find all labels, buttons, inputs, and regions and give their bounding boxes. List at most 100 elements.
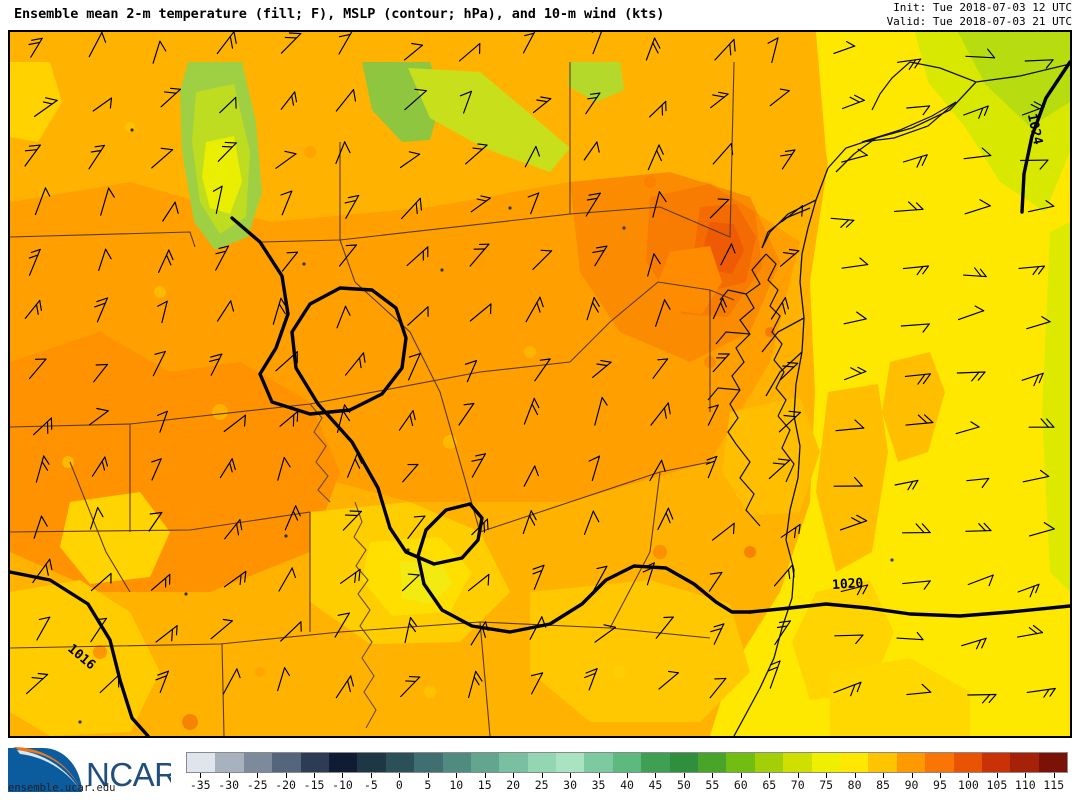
- wind-barb-flag: [767, 37, 779, 44]
- colorbar-tick: [456, 773, 458, 778]
- wind-barb-flag: [713, 623, 725, 628]
- wind-barb-flag: [475, 453, 486, 457]
- wind-barb-shaft: [402, 574, 420, 592]
- colorbar-tick-label: 115: [1043, 778, 1065, 792]
- wind-barb-shaft: [223, 570, 247, 588]
- colorbar-tick: [484, 773, 486, 778]
- wind-barb-shaft: [770, 297, 786, 320]
- wind-barb-shaft: [216, 32, 235, 55]
- wind-barb-flag: [358, 357, 362, 369]
- wind-barb-flag: [1046, 418, 1055, 428]
- wind-barb-shaft: [655, 299, 666, 327]
- temp-pocket-nw: [10, 62, 62, 142]
- wind-barb-flag: [983, 522, 992, 532]
- wind-barb-flag: [42, 101, 53, 105]
- city-markers: [78, 128, 894, 724]
- wind-barb-flag: [155, 675, 168, 681]
- wind-barb-flag: [411, 42, 424, 46]
- colorbar-tick-label: 25: [534, 778, 549, 792]
- wind-barb-flag: [96, 407, 109, 412]
- wind-barb-shaft: [532, 250, 553, 270]
- wind-barb-flag: [45, 97, 58, 101]
- wind-barb-shaft: [894, 479, 919, 486]
- wind-barb-flag: [1038, 372, 1044, 384]
- wind-barb-shaft: [769, 660, 781, 689]
- wind-barb-flag: [856, 585, 863, 596]
- wind-barb-shaft: [522, 32, 536, 54]
- wind-barb-flag: [224, 141, 237, 144]
- ncar-url[interactable]: ensemble.ucar.edu: [8, 782, 116, 794]
- temp-lake-ne-cool: [568, 62, 624, 102]
- colorbar-swatch: [868, 753, 897, 772]
- wind-barb-shaft: [841, 264, 869, 269]
- colorbar-swatch: [414, 753, 443, 772]
- wind-barb-flag: [28, 254, 39, 259]
- wind-barb-shaft: [844, 370, 867, 381]
- wind-barb-flag: [914, 58, 922, 69]
- wind-barb-shaft: [152, 350, 166, 377]
- wind-barb-flag: [733, 38, 736, 52]
- wind-barb-shaft: [965, 55, 996, 59]
- chesapeake-bay-outline: [707, 253, 795, 527]
- colorbar-tick: [285, 773, 287, 778]
- wind-barb-flag: [601, 396, 608, 406]
- wind-barb-flag: [41, 461, 49, 471]
- wind-barb-flag: [96, 617, 107, 621]
- wind-barb-flag: [586, 197, 598, 201]
- wind-barb-flag: [850, 684, 856, 697]
- wind-barb-shaft: [152, 40, 161, 64]
- wind-barb-shaft: [712, 142, 732, 165]
- wind-barb-flag: [539, 296, 544, 308]
- wind-barb-flag: [1028, 627, 1038, 635]
- colorbar[interactable]: [186, 752, 1068, 773]
- colorbar-tick: [541, 773, 543, 778]
- wind-barb-shaft: [896, 637, 924, 641]
- wind-barb-flag: [922, 373, 931, 385]
- wind-barb-flag: [338, 33, 351, 38]
- wind-barb-shaft: [967, 693, 997, 696]
- wind-barb-flag: [209, 358, 221, 362]
- river-boundary: [309, 403, 377, 729]
- wind-barb-shaft: [89, 506, 99, 530]
- wind-barb-flag: [596, 565, 608, 570]
- wind-barb-flag: [654, 37, 661, 49]
- wind-barb-flag: [1040, 418, 1050, 428]
- wind-barb-shaft: [961, 637, 987, 647]
- wind-barb-flag: [915, 202, 924, 210]
- wind-barb-flag: [592, 249, 605, 253]
- wind-barb-flag: [342, 410, 350, 422]
- wind-barb-flag: [1038, 265, 1045, 275]
- wind-barb-flag: [291, 567, 296, 579]
- wind-barb-shaft: [334, 612, 350, 638]
- wind-barb-shaft: [956, 371, 986, 374]
- map-panel[interactable]: 1024 1020 1016: [8, 30, 1072, 738]
- wind-barb-shaft: [33, 417, 52, 436]
- wind-barb-shaft: [713, 623, 725, 645]
- wind-barb-flag: [229, 462, 233, 473]
- wind-barb-flag: [981, 477, 990, 489]
- wind-barb-shaft: [707, 404, 719, 426]
- colorbar-swatch: [187, 753, 216, 772]
- ncar-logo[interactable]: NCAR: [6, 744, 171, 796]
- footer: NCAR ensemble.ucar.edu -35 -30 -25 -20 -15 -1…: [0, 740, 1080, 800]
- colorbar-swatch: [698, 753, 727, 772]
- temp-lake-ontario-cool: [408, 68, 570, 172]
- wind-barb-flag: [534, 465, 539, 477]
- wind-barb-flag: [658, 191, 667, 203]
- wind-barb-flag: [39, 299, 42, 311]
- wind-barb-flag: [709, 571, 723, 575]
- wind-barb-shaft: [534, 358, 551, 382]
- wind-barb-shaft: [96, 297, 109, 323]
- wind-barb-flag: [988, 693, 997, 704]
- colorbar-swatch: [612, 753, 642, 772]
- colorbar-tick: [427, 773, 429, 778]
- map-canvas[interactable]: 1024 1020 1016: [10, 32, 1070, 736]
- wind-barb-flag: [971, 371, 980, 382]
- colorbar-swatch: [328, 753, 358, 772]
- temp-band-east-edge: [1042, 222, 1070, 592]
- wind-barb-flag: [288, 32, 302, 35]
- wind-barb-flag: [922, 265, 930, 275]
- wind-barb-flag: [1049, 687, 1056, 697]
- wind-barb-shaft: [522, 510, 532, 534]
- wind-barb-flag: [663, 407, 667, 419]
